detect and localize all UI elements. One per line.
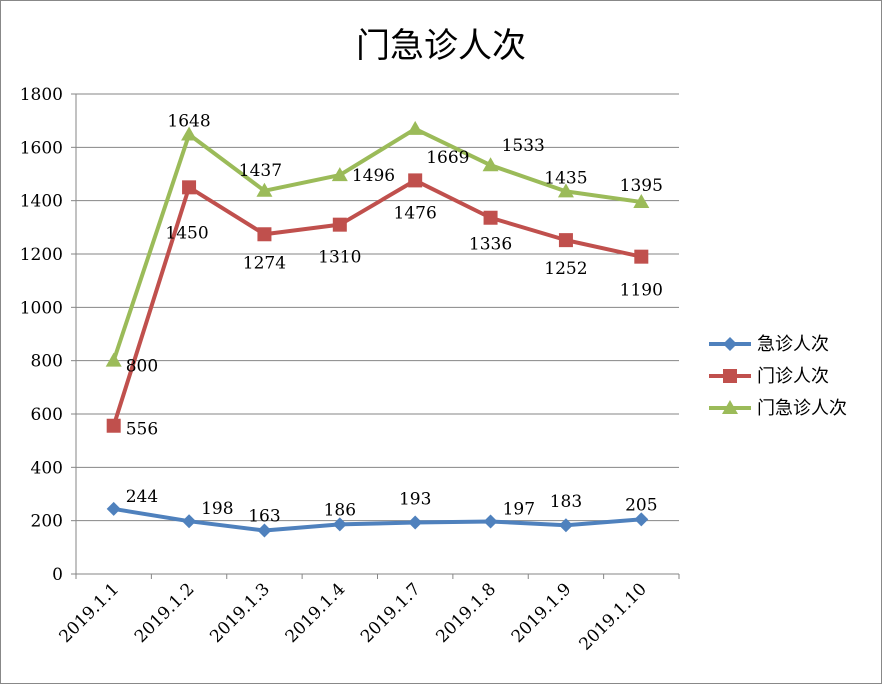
y-tick-label: 1600 <box>20 138 63 158</box>
data-point <box>483 210 498 225</box>
data-label: 1437 <box>239 161 282 181</box>
data-point <box>106 501 121 516</box>
y-tick-label: 1000 <box>20 298 63 318</box>
data-point <box>182 514 197 529</box>
data-labels: 244 198 163 186 193 197 183 205 556 1450 1274 1310 1… <box>126 112 663 527</box>
data-label: 193 <box>399 490 431 510</box>
data-label: 1435 <box>544 168 587 188</box>
data-label: 1450 <box>165 223 208 243</box>
data-label: 183 <box>550 492 582 512</box>
data-point <box>256 182 273 197</box>
chart-title: 门急诊人次 <box>356 26 526 66</box>
data-point <box>106 418 121 433</box>
data-point <box>634 249 649 264</box>
data-label: 244 <box>126 487 158 507</box>
data-label: 1496 <box>352 166 395 186</box>
y-tick-label: 1800 <box>20 85 63 105</box>
data-label: 186 <box>324 500 356 520</box>
data-point <box>722 400 738 414</box>
data-label: 1274 <box>243 253 286 273</box>
gridlines <box>76 93 679 522</box>
data-label: 1669 <box>426 148 469 168</box>
data-point <box>331 167 348 182</box>
data-label: 1252 <box>544 259 587 279</box>
data-point <box>483 514 498 529</box>
y-tick-label: 1400 <box>20 192 63 212</box>
data-point <box>723 369 737 383</box>
data-point <box>408 173 423 188</box>
data-label: 197 <box>503 499 535 519</box>
data-label: 1395 <box>620 176 663 196</box>
data-point <box>332 217 347 232</box>
x-tick-label: 2019.1.8 <box>432 579 500 647</box>
series-line <box>111 126 642 362</box>
data-point <box>181 126 198 141</box>
y-tick-label: 600 <box>31 405 63 425</box>
data-point <box>257 523 272 538</box>
data-point <box>105 352 122 367</box>
x-tick-label: 2019.1.1 <box>56 579 124 647</box>
y-tick-label: 400 <box>31 458 63 478</box>
x-tick-label: 2019.1.7 <box>357 579 425 647</box>
data-point <box>407 120 424 135</box>
data-point <box>558 518 573 533</box>
x-tick-label: 2019.1.4 <box>282 579 350 647</box>
data-point <box>634 512 649 527</box>
data-point <box>332 517 347 532</box>
data-label: 198 <box>201 499 233 519</box>
y-tick-label: 0 <box>52 565 63 585</box>
data-label: 556 <box>126 420 158 440</box>
data-label: 1310 <box>318 248 361 268</box>
legend-label: 门诊人次 <box>757 366 829 387</box>
series-line <box>111 178 642 427</box>
legend-label: 急诊人次 <box>757 334 829 355</box>
series-lines <box>105 120 650 538</box>
data-label: 205 <box>625 495 657 515</box>
x-tick-label: 2019.1.3 <box>206 579 274 647</box>
data-point <box>257 227 272 242</box>
data-label: 1648 <box>167 112 210 132</box>
data-point <box>482 157 499 172</box>
x-tick-label: 2019.1.9 <box>508 579 576 647</box>
y-tick-label: 1200 <box>20 245 63 265</box>
series-line <box>113 506 642 533</box>
data-label: 1336 <box>469 235 512 255</box>
x-tick-label: 2019.1.2 <box>131 579 199 647</box>
data-point <box>558 233 573 248</box>
data-label: 800 <box>126 357 158 377</box>
data-label: 163 <box>248 507 280 527</box>
y-tick-label: 200 <box>31 512 63 532</box>
data-point <box>723 337 737 351</box>
data-label: 1533 <box>502 136 545 156</box>
data-point <box>408 515 423 530</box>
data-point <box>557 183 574 198</box>
x-tick-label: 2019.1.10 <box>576 579 651 654</box>
data-point <box>182 180 197 195</box>
y-tick-label: 800 <box>31 352 63 372</box>
data-label: 1476 <box>394 203 437 223</box>
data-point <box>633 194 650 208</box>
data-label: 1190 <box>620 281 663 301</box>
legend-label: 门急诊人次 <box>757 398 847 419</box>
